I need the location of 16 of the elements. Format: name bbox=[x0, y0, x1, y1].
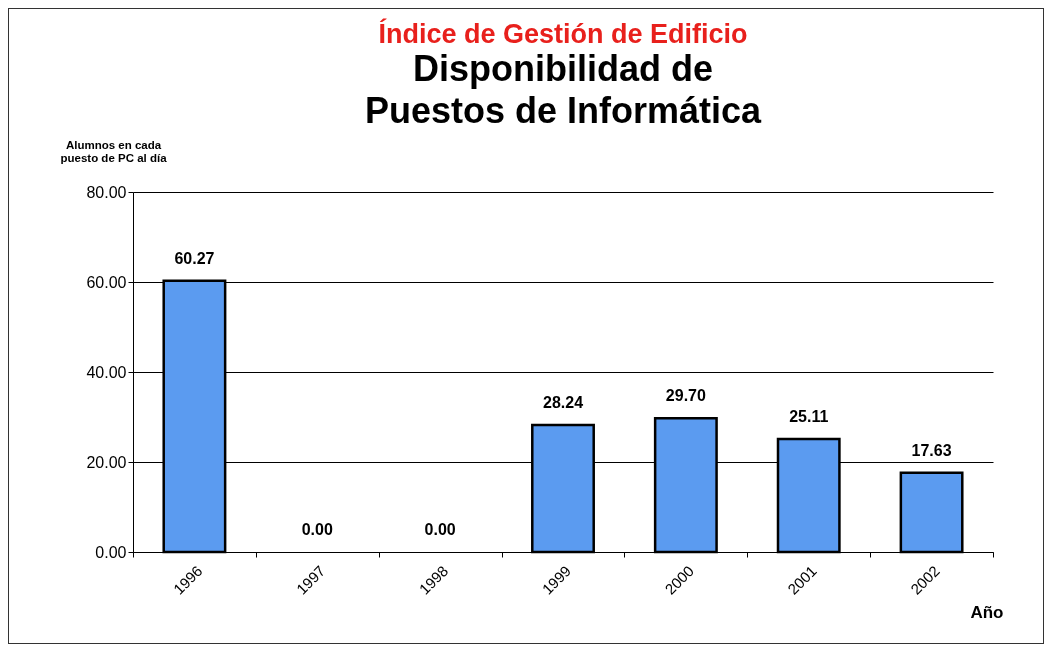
data-label: 60.27 bbox=[174, 249, 215, 267]
chart-subtitle: Disponibilidad de Puestos de Informática bbox=[364, 48, 763, 131]
data-label: 17.63 bbox=[911, 441, 952, 459]
y-tick-label: 20.00 bbox=[86, 453, 127, 471]
chart-title: Índice de Gestión de Edificio bbox=[378, 18, 748, 49]
data-label: 29.70 bbox=[665, 387, 706, 405]
y-tick-label: 60.00 bbox=[86, 273, 127, 291]
y-axis-title: Alumnos en cada puesto de PC al día bbox=[60, 138, 168, 164]
y-tick-label: 80.00 bbox=[86, 183, 127, 201]
data-label: 0.00 bbox=[301, 521, 333, 538]
y-tick-label: 0.00 bbox=[95, 543, 127, 561]
x-axis-title: Año bbox=[970, 602, 1004, 622]
y-tick-label: 40.00 bbox=[86, 363, 127, 381]
data-label: 0.00 bbox=[424, 521, 456, 538]
data-label: 28.24 bbox=[542, 393, 584, 411]
data-label: 25.11 bbox=[789, 408, 829, 426]
